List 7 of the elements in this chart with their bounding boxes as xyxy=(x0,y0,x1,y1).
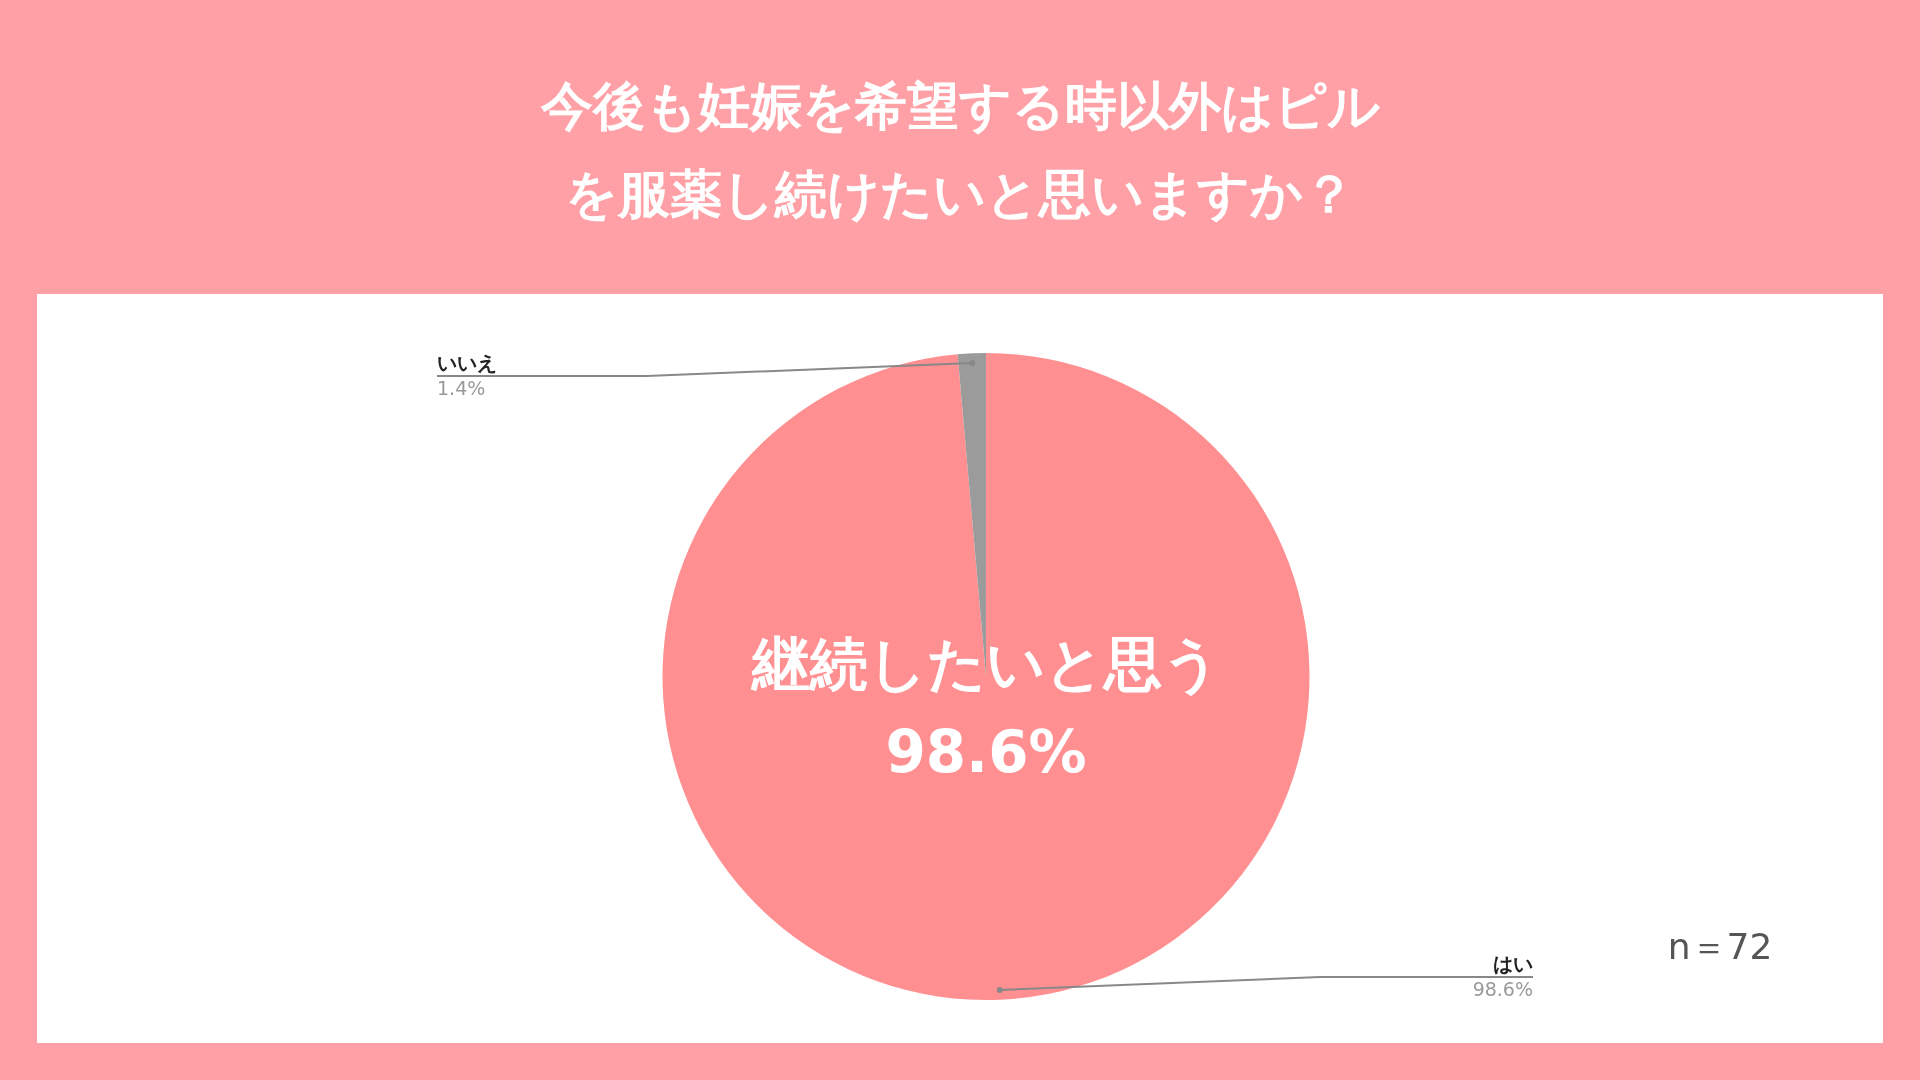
text: 継続したいと思う 98.6% xyxy=(749,629,1221,786)
chart-title: 今後も妊娠を希望する時以外はピルを服薬し続けたいと思いますか？ xyxy=(539,75,1381,226)
data-label: 1.4% xyxy=(437,377,486,400)
slice-label: いいえ xyxy=(437,351,497,376)
text: n＝72 xyxy=(1667,925,1773,967)
slice-label: はい xyxy=(1493,951,1533,976)
data-label: 98.6% xyxy=(1472,978,1533,1001)
